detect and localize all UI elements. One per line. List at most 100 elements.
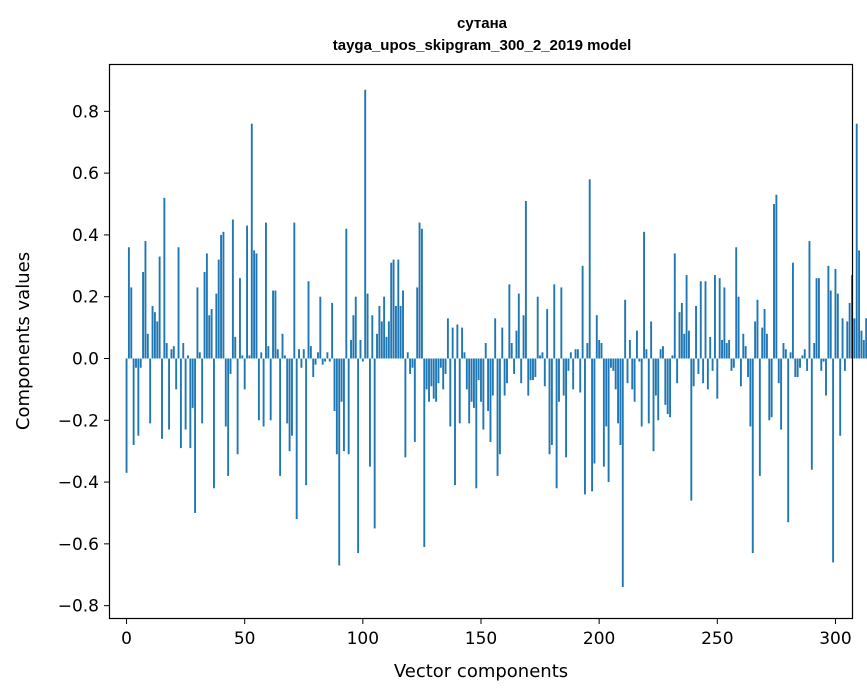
bar-181 <box>553 284 556 359</box>
bar-99 <box>359 339 362 359</box>
bar-254 <box>725 343 728 359</box>
bar-213 <box>628 339 631 359</box>
bar-252 <box>721 339 723 359</box>
bar-236 <box>683 333 686 359</box>
bar-23 <box>179 358 182 449</box>
bar-304 <box>843 358 846 371</box>
bar-232 <box>673 253 676 359</box>
bar-145 <box>468 358 471 424</box>
bar-61 <box>269 358 272 421</box>
bar-286 <box>801 355 804 359</box>
bar-183 <box>558 358 560 402</box>
bar-63 <box>274 290 277 359</box>
bar-40 <box>220 234 223 359</box>
bar-153 <box>487 358 490 412</box>
bar-25 <box>184 358 187 430</box>
bar-137 <box>449 358 452 427</box>
bar-224 <box>654 358 657 396</box>
bar-73 <box>298 349 300 359</box>
bar-299 <box>832 358 835 563</box>
bar-239 <box>690 358 693 501</box>
bar-55 <box>255 253 258 359</box>
bar-302 <box>839 358 842 436</box>
bar-217 <box>638 358 641 362</box>
bar-114 <box>394 305 397 359</box>
bar-292 <box>815 278 818 359</box>
bar-273 <box>770 358 773 418</box>
bar-305 <box>846 321 849 359</box>
bar-199 <box>595 315 598 359</box>
bar-230 <box>669 358 671 418</box>
x-tick-label-50: 50 <box>234 629 256 649</box>
bar-218 <box>640 358 643 427</box>
bar-17 <box>165 343 168 359</box>
bar-279 <box>784 349 787 359</box>
bar-277 <box>780 358 783 430</box>
bar-207 <box>614 358 617 390</box>
bar-193 <box>581 265 584 359</box>
bar-192 <box>579 358 582 393</box>
bar-74 <box>300 358 303 368</box>
bar-142 <box>461 327 464 359</box>
bar-294 <box>820 358 823 371</box>
bar-80 <box>314 358 317 365</box>
bar-233 <box>676 358 679 384</box>
bar-96 <box>352 315 355 359</box>
bar-21 <box>175 358 178 390</box>
bar-274 <box>773 204 775 359</box>
bar-136 <box>446 318 449 359</box>
bar-6 <box>139 358 142 368</box>
bar-67 <box>283 355 286 359</box>
y-tick-label-5: 0.2 <box>72 288 99 308</box>
bar-49 <box>241 355 244 359</box>
bar-110 <box>385 336 388 359</box>
bar-211 <box>624 299 627 359</box>
bar-176 <box>541 352 544 359</box>
bar-186 <box>565 358 568 458</box>
bar-245 <box>704 281 707 359</box>
bar-68 <box>286 358 289 424</box>
bar-126 <box>423 358 426 547</box>
bar-13 <box>156 321 159 359</box>
bar-141 <box>458 358 461 424</box>
bar-262 <box>744 346 747 359</box>
x-tick-label-100: 100 <box>347 629 379 649</box>
bar-311 <box>860 330 863 359</box>
bar-260 <box>739 358 742 387</box>
bar-90 <box>338 358 341 566</box>
bar-57 <box>260 352 263 359</box>
bar-225 <box>657 358 660 421</box>
bar-144 <box>465 358 468 390</box>
bar-83 <box>321 358 324 365</box>
bar-3 <box>132 358 135 445</box>
bar-116 <box>399 305 402 359</box>
bar-164 <box>513 358 516 374</box>
bar-210 <box>621 358 624 588</box>
bar-127 <box>425 358 428 390</box>
bar-112 <box>390 262 393 359</box>
bar-201 <box>600 343 603 359</box>
bar-147 <box>472 358 475 408</box>
bar-168 <box>522 315 525 359</box>
bar-123 <box>416 287 419 359</box>
bar-200 <box>598 339 601 359</box>
bar-157 <box>496 358 499 476</box>
bar-70 <box>291 358 293 436</box>
bar-75 <box>302 349 305 359</box>
bar-253 <box>723 287 726 359</box>
bar-198 <box>593 358 596 464</box>
bar-309 <box>855 123 858 359</box>
bar-163 <box>510 343 513 359</box>
bar-204 <box>607 358 610 483</box>
bar-219 <box>643 231 645 359</box>
bar-106 <box>376 333 378 359</box>
bar-95 <box>350 339 352 359</box>
bar-165 <box>515 330 518 359</box>
x-tick-label-150: 150 <box>465 629 497 649</box>
bar-271 <box>765 333 768 359</box>
bar-53 <box>250 123 253 359</box>
bar-41 <box>222 231 225 359</box>
bar-66 <box>281 333 284 359</box>
bar-91 <box>340 358 343 402</box>
